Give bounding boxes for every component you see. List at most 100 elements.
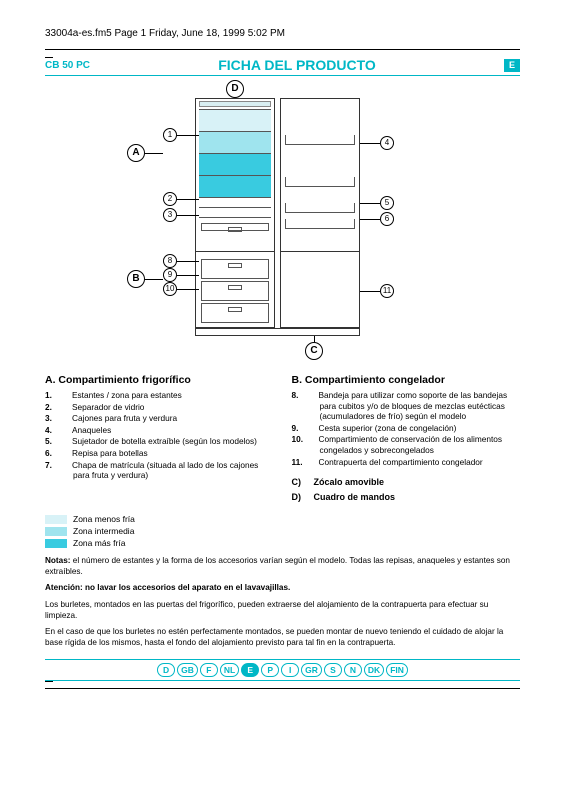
list-item: 3.Cajones para fruta y verdura	[59, 413, 274, 424]
item-number: 10.	[306, 434, 319, 445]
product-diagram: D C A B 1 2 3 8 9 10	[45, 84, 520, 364]
item-number: 9.	[306, 423, 319, 434]
cd-d-key: D)	[292, 490, 314, 504]
compartment-divider	[196, 251, 274, 252]
list-item: 10.Compartimiento de conservación de los…	[306, 434, 521, 455]
leader-c	[314, 336, 315, 342]
leader	[360, 291, 380, 292]
title-bar: CB 50 PC FICHA DEL PRODUCTO E	[45, 57, 520, 76]
page-frame: CB 50 PC FICHA DEL PRODUCTO E D C A B	[45, 49, 520, 689]
fridge-shelf	[199, 217, 271, 218]
fridge-shelf	[199, 131, 271, 132]
list-item: 2.Separador de vidrio	[59, 402, 274, 413]
leader	[360, 143, 380, 144]
freezer-drawer	[201, 303, 269, 323]
item-text: Sujetador de botella extraíble (según lo…	[72, 436, 257, 446]
legend-swatch	[45, 539, 67, 548]
attention-label: Atención: no lavar los accesorios del ap…	[45, 583, 290, 592]
item-number: 3.	[59, 413, 72, 424]
cold-zone	[199, 109, 271, 131]
section-b: B. Compartimiento congelador 8.Bandeja p…	[292, 374, 521, 504]
leader	[360, 203, 380, 204]
legend-label: Zona intermedia	[73, 526, 134, 536]
item-text: Separador de vidrio	[72, 402, 144, 412]
language-pill-nl[interactable]: NL	[220, 663, 239, 677]
cold-zone	[199, 175, 271, 197]
notes-block: Notas: el número de estantes y la forma …	[45, 556, 520, 649]
item-number: 6.	[59, 448, 72, 459]
fridge-body	[195, 98, 275, 328]
list-item: 6.Repisa para botellas	[59, 448, 274, 459]
fridge-shelf	[199, 207, 271, 208]
cd-d-val: Cuadro de mandos	[314, 492, 396, 502]
language-pill-fin[interactable]: FIN	[386, 663, 408, 677]
item-number: 2.	[59, 402, 72, 413]
language-pill-f[interactable]: F	[200, 663, 218, 677]
leader	[177, 215, 199, 216]
diagram-label-b: B	[127, 270, 145, 288]
callout-1: 1	[163, 128, 177, 142]
callout-4: 4	[380, 136, 394, 150]
leader	[177, 199, 199, 200]
leader	[177, 261, 199, 262]
item-text: Cajones para fruta y verdura	[72, 413, 177, 423]
legend-swatch	[45, 515, 67, 524]
legend-row: Zona menos fría	[45, 514, 520, 524]
list-item: 7.Chapa de matrícula (situada al lado de…	[59, 460, 274, 481]
freezer-drawer	[201, 223, 269, 231]
callout-3: 3	[163, 208, 177, 222]
door-shelf	[285, 177, 355, 187]
language-pill-dk[interactable]: DK	[364, 663, 384, 677]
legend-label: Zona menos fría	[73, 514, 135, 524]
language-pill-gb[interactable]: GB	[177, 663, 198, 677]
item-text: Compartimiento de conservación de los al…	[319, 434, 503, 455]
language-pill-p[interactable]: P	[261, 663, 279, 677]
cold-zone	[199, 153, 271, 175]
item-text: Repisa para botellas	[72, 448, 148, 458]
door-shelf	[285, 203, 355, 213]
language-pill-e[interactable]: E	[241, 663, 259, 677]
door-shelf	[285, 219, 355, 229]
temperature-legend: Zona menos fría Zona intermedia Zona más f…	[45, 514, 520, 548]
section-a: A. Compartimiento frigorífico 1.Estantes…	[45, 374, 274, 504]
item-number: 1.	[59, 390, 72, 401]
legend-label: Zona más fría	[73, 538, 125, 548]
callout-10: 10	[163, 282, 177, 296]
page-title: FICHA DEL PRODUCTO	[90, 57, 504, 73]
notes-p1: el número de estantes y la forma de los …	[45, 556, 510, 576]
door-shelf	[285, 135, 355, 145]
freezer-drawer	[201, 259, 269, 279]
language-pill-s[interactable]: S	[324, 663, 342, 677]
door-body	[280, 98, 360, 328]
legend-row: Zona más fría	[45, 538, 520, 548]
diagram-label-d: D	[226, 80, 244, 98]
language-pill-i[interactable]: I	[281, 663, 299, 677]
item-number: 11.	[306, 457, 319, 468]
description-columns: A. Compartimiento frigorífico 1.Estantes…	[45, 374, 520, 504]
fridge-shelf	[199, 153, 271, 154]
control-panel	[199, 101, 271, 107]
callout-5: 5	[380, 196, 394, 210]
leader	[145, 153, 163, 154]
language-pill-gr[interactable]: GR	[301, 663, 322, 677]
callout-9: 9	[163, 268, 177, 282]
list-item: 11.Contrapuerta del compartimiento conge…	[306, 457, 521, 468]
callout-6: 6	[380, 212, 394, 226]
language-pill-n[interactable]: N	[344, 663, 362, 677]
language-badge: E	[504, 59, 520, 72]
callout-2: 2	[163, 192, 177, 206]
item-number: 4.	[59, 425, 72, 436]
item-text: Anaqueles	[72, 425, 111, 435]
list-item: 8.Bandeja para utilizar como soporte de …	[306, 390, 521, 422]
notes-p4: En el caso de que los burletes no estén …	[45, 627, 520, 648]
leader	[177, 275, 199, 276]
item-text: Chapa de matrícula (situada al lado de l…	[72, 460, 258, 481]
cd-c-val: Zócalo amovible	[314, 477, 385, 487]
section-b-heading: B. Compartimiento congelador	[292, 374, 521, 386]
language-pill-d[interactable]: D	[157, 663, 175, 677]
language-selector: DGBFNLEPIGRSNDKFIN	[45, 659, 520, 681]
list-item: 9.Cesta superior (zona de congelación)	[306, 423, 521, 434]
freezer-drawer	[201, 281, 269, 301]
list-item: 1.Estantes / zona para estantes	[59, 390, 274, 401]
callout-11: 11	[380, 284, 394, 298]
